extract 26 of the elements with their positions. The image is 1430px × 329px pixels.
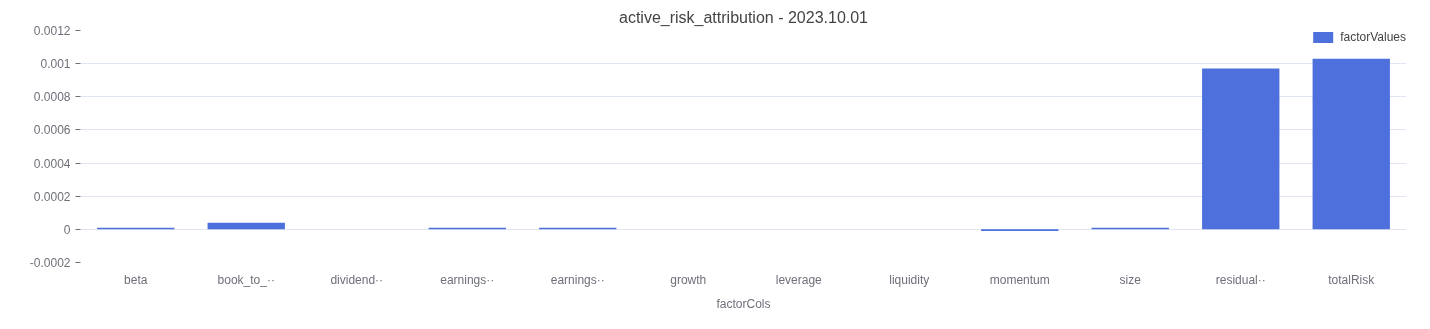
- y-tick-label: 0.001: [40, 57, 71, 72]
- bar: [1312, 58, 1390, 230]
- y-tick-label: -0.0002: [29, 256, 71, 270]
- x-tick-label: dividend··: [330, 272, 384, 287]
- y-tick-label: 0.0008: [33, 90, 71, 105]
- x-tick-label: liquidity: [889, 272, 930, 287]
- x-tick-label: size: [1119, 272, 1142, 287]
- x-tick-label: growth: [670, 272, 707, 287]
- x-tick-label: leverage: [775, 272, 823, 287]
- y-tick-label: 0.0002: [33, 189, 71, 204]
- bar: [207, 222, 285, 230]
- y-tick-label: 0.0012: [33, 24, 71, 38]
- x-tick-label: momentum: [989, 272, 1050, 287]
- x-tick-label: totalRisk: [1328, 272, 1376, 287]
- x-axis-title: factorCols: [716, 296, 771, 311]
- legend-label: factorValues: [1340, 30, 1406, 44]
- bar: [1202, 68, 1280, 230]
- x-tick-label: book_to_··: [217, 272, 275, 287]
- y-tick-label: 0.0006: [33, 123, 71, 138]
- y-tick-label: 0.0004: [33, 156, 71, 171]
- chart-title: active_risk_attribution - 2023.10.01: [618, 8, 869, 27]
- x-tick-label: residual··: [1215, 272, 1266, 287]
- x-tick-label: earnings··: [440, 272, 495, 287]
- x-tick-label: earnings··: [550, 272, 605, 287]
- y-tick-label: 0: [63, 222, 71, 237]
- x-tick-label: beta: [124, 272, 148, 287]
